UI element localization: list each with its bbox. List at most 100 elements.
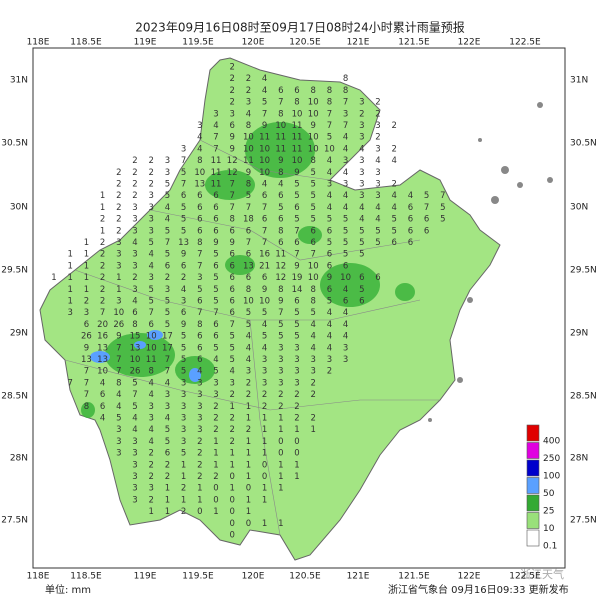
rainfall-value: 4 (165, 215, 170, 225)
rainfall-value: 5 (116, 414, 121, 424)
rainfall-value: 1 (294, 425, 299, 435)
rainfall-value: 3 (165, 168, 170, 178)
rainfall-value: 4 (262, 86, 267, 96)
rainfall-value: 3 (197, 414, 202, 424)
rainfall-value: 7 (229, 191, 234, 201)
rainfall-value: 6 (213, 320, 218, 330)
rainfall-value: 0 (229, 531, 234, 541)
rainfall-value: 9 (262, 121, 267, 131)
rainfall-value: 4 (375, 203, 380, 213)
rainfall-value: 2 (197, 472, 202, 482)
rainfall-value: 5 (165, 308, 170, 318)
lon-label: 120E (242, 572, 265, 582)
rainfall-value: 11 (292, 133, 303, 143)
rainfall-value: 8 (246, 285, 251, 295)
rainfall-value: 3 (116, 250, 121, 260)
rainfall-value: 2 (213, 425, 218, 435)
rainfall-value: 3 (116, 297, 121, 307)
rainfall-value: 7 (440, 191, 445, 201)
rainfall-value: 2 (246, 378, 251, 388)
legend-label: 0.1 (543, 542, 557, 552)
rainfall-value: 3 (181, 378, 186, 388)
legend-swatch (526, 512, 540, 529)
rainfall-value: 7 (181, 156, 186, 166)
rainfall-value: 5 (213, 250, 218, 260)
rainfall-value: 2 (100, 250, 105, 260)
rainfall-value: 4 (116, 390, 121, 400)
rainfall-value: 3 (132, 250, 137, 260)
rainfall-value: 2 (148, 449, 153, 459)
rainfall-value: 9 (327, 273, 332, 283)
rainfall-value: 4 (343, 203, 348, 213)
lon-label: 121E (347, 572, 370, 582)
rainfall-value: 6 (246, 226, 251, 236)
rainfall-value: 8 (310, 156, 315, 166)
rainfall-value: 1 (116, 285, 121, 295)
rainfall-value: 1 (278, 484, 283, 494)
rainfall-value: 7 (262, 203, 267, 213)
rainfall-value: 1 (262, 519, 267, 529)
rainfall-value: 4 (343, 285, 348, 295)
rainfall-value: 6 (181, 261, 186, 271)
rainfall-value: 1 (229, 460, 234, 470)
rainfall-value: 3 (132, 484, 137, 494)
rainfall-value: 21 (259, 261, 270, 271)
rainfall-value: 3 (359, 156, 364, 166)
rainfall-value: 4 (310, 343, 315, 353)
legend-label: 250 (543, 454, 560, 464)
rainfall-value: 0 (294, 449, 299, 459)
rainfall-value: 5 (343, 250, 348, 260)
rainfall-value: 7 (165, 355, 170, 365)
rainfall-value: 3 (165, 402, 170, 412)
rainfall-value: 3 (148, 203, 153, 213)
rainfall-value: 3 (213, 109, 218, 119)
rainfall-value: 8 (84, 402, 89, 412)
rainfall-value: 3 (197, 273, 202, 283)
rainfall-value: 16 (97, 332, 108, 342)
rainfall-value: 2 (246, 390, 251, 400)
rainfall-value: 1 (165, 495, 170, 505)
rainfall-value: 4 (132, 238, 137, 248)
rainfall-value: 6 (213, 191, 218, 201)
rainfall-value: 3 (181, 402, 186, 412)
rainfall-value: 1 (262, 414, 267, 424)
rainfall-value: 6 (327, 226, 332, 236)
rainfall-value: 4 (278, 180, 283, 190)
rainfall-value: 0 (246, 484, 251, 494)
rainfall-value: 4 (343, 168, 348, 178)
rainfall-value: 8 (310, 86, 315, 96)
rainfall-value: 3 (327, 180, 332, 190)
rainfall-value: 4 (100, 414, 105, 424)
rainfall-value: 3 (262, 355, 267, 365)
rainfall-value: 5 (327, 133, 332, 143)
rainfall-value: 2 (132, 156, 137, 166)
rainfall-value: 2 (116, 168, 121, 178)
rainfall-value: 5 (165, 226, 170, 236)
rainfall-value: 6 (408, 226, 413, 236)
rainfall-value: 6 (327, 261, 332, 271)
rainfall-value: 10 (275, 121, 286, 131)
rainfall-value: 2 (229, 414, 234, 424)
rainfall-value: 13 (194, 180, 205, 190)
rainfall-value: 6 (359, 297, 364, 307)
rainfall-value: 6 (278, 215, 283, 225)
rainfall-value: 8 (197, 238, 202, 248)
rainfall-value: 0 (229, 472, 234, 482)
rainfall-value: 8 (343, 74, 348, 84)
rainfall-value: 2 (132, 273, 137, 283)
rainfall-value: 6 (359, 273, 364, 283)
rainfall-value: 5 (132, 378, 137, 388)
rainfall-value: 7 (229, 203, 234, 213)
rainfall-value: 3 (343, 156, 348, 166)
rainfall-value: 8 (278, 109, 283, 119)
rainfall-value: 4 (148, 250, 153, 260)
lat-label: 30.5N (570, 139, 597, 149)
rainfall-value: 6 (229, 285, 234, 295)
rainfall-value: 7 (181, 180, 186, 190)
rainfall-value: 3 (132, 261, 137, 271)
rainfall-value: 1 (246, 495, 251, 505)
rainfall-value: 6 (165, 261, 170, 271)
rainfall-value: 4 (148, 378, 153, 388)
rainfall-value: 7 (327, 121, 332, 131)
legend-label: 50 (543, 489, 555, 499)
